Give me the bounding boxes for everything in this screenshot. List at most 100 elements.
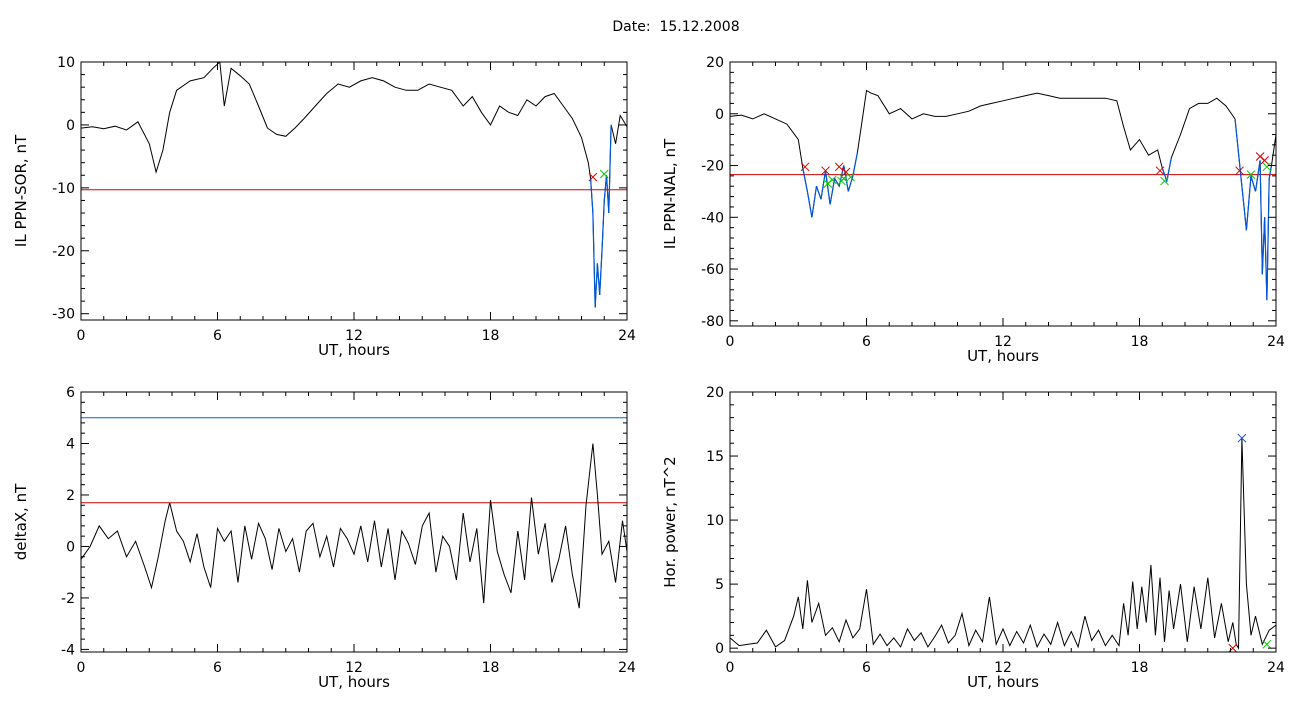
y-tick-label: 4 [66, 436, 75, 452]
start-marker-b [1255, 152, 1265, 161]
start-marker-b [834, 162, 844, 172]
y-axis-label: IL PPN-SOR, nT [12, 134, 30, 247]
x-tick-label: 0 [77, 328, 86, 344]
x-tick-label: 24 [618, 660, 636, 676]
y-tick-label: -20 [701, 159, 724, 175]
plot-frame [80, 61, 628, 321]
x-tick-label: 6 [862, 334, 871, 350]
below-threshold-segment [1261, 217, 1266, 275]
y-tick-label: 20 [706, 385, 724, 401]
below-threshold-segment [1234, 118, 1243, 187]
peak-marker-b [1237, 433, 1247, 443]
x-tick-label: 0 [726, 660, 735, 676]
start-marker-b [1155, 166, 1165, 176]
y-tick-label: -30 [52, 307, 75, 323]
start-marker [588, 172, 598, 182]
end-marker-b [828, 175, 837, 185]
below-threshold-segment [1266, 178, 1270, 301]
start-marker [821, 166, 830, 176]
below-threshold-segment [596, 263, 601, 295]
below-threshold-segment [806, 191, 813, 218]
start-marker-b [1235, 166, 1244, 176]
y-tick-label: -60 [701, 262, 724, 278]
start-marker-b [588, 172, 598, 182]
base-marker-b [1262, 639, 1272, 649]
base-marker [1228, 643, 1238, 653]
series-line [730, 438, 1276, 650]
y-tick-label: 10 [706, 513, 724, 529]
y-tick-label: 0 [715, 107, 724, 123]
below-threshold-segment [601, 200, 605, 251]
end-marker-b [846, 172, 855, 182]
end-marker-b [839, 174, 849, 183]
series-line [730, 89, 1276, 301]
x-axis-label: UT, hours [967, 673, 1039, 691]
x-tick-label: 12 [994, 334, 1012, 350]
below-threshold-segment [603, 175, 608, 201]
series-line [81, 62, 627, 308]
y-tick-label: 2 [66, 488, 75, 504]
start-marker-b [821, 166, 830, 176]
base-marker [1262, 639, 1272, 649]
x-tick-label: 12 [345, 660, 363, 676]
end-marker [1246, 170, 1256, 179]
end-marker [828, 175, 837, 185]
start-marker [1260, 155, 1269, 165]
x-tick-label: 6 [213, 660, 222, 676]
below-threshold-segment [1245, 175, 1252, 231]
below-threshold-segment [815, 186, 822, 200]
below-threshold-segment [594, 263, 599, 308]
below-threshold-segment [1166, 157, 1172, 182]
below-threshold-segment [608, 124, 612, 214]
end-marker [1262, 162, 1272, 172]
below-threshold-segment [1264, 217, 1268, 301]
chart-hor-power: 0 6 12 18 24 0 5 10 15 20 UT, hours Hor. power, nT^… [661, 385, 1285, 691]
start-marker [1155, 166, 1165, 176]
y-axis-label: IL PPN-NAL, nT [661, 138, 679, 249]
y-tick-label: -80 [701, 314, 724, 330]
y-tick-label: -4 [61, 642, 75, 658]
x-axis-label: UT, hours [318, 673, 390, 691]
end-marker [846, 172, 855, 182]
plot-frame [729, 61, 1277, 327]
y-tick-label: 0 [715, 641, 724, 657]
y-tick-label: 6 [66, 385, 75, 401]
end-marker [599, 169, 609, 179]
end-marker-b [599, 169, 609, 179]
y-tick-label: 15 [706, 449, 724, 465]
below-threshold-segment [1250, 175, 1257, 192]
below-threshold-segment [820, 170, 827, 200]
x-tick-label: 24 [1267, 660, 1285, 676]
below-threshold-segment [1241, 186, 1248, 231]
plot-frame [80, 391, 628, 653]
chart-ppn-sor: 0 6 12 18 24 -30 -20 -10 0 10 UT, hours IL PPN-SOR,… [12, 55, 636, 359]
y-axis-label: Hor. power, nT^2 [661, 456, 679, 587]
start-marker [834, 162, 844, 172]
start-marker [800, 162, 810, 172]
below-threshold-segment [852, 152, 858, 176]
peak-marker [1237, 433, 1247, 443]
end-marker [839, 174, 849, 183]
end-marker-b [1246, 170, 1256, 179]
end-marker-b [1262, 162, 1272, 172]
y-tick-label: -20 [52, 244, 75, 260]
y-tick-label: -10 [52, 181, 75, 197]
y-tick-label: -40 [701, 210, 724, 226]
start-marker [1235, 166, 1244, 176]
y-tick-label: 0 [66, 118, 75, 134]
below-threshold-segment [802, 168, 808, 192]
below-threshold-segment [824, 170, 831, 205]
below-threshold-segment [590, 178, 594, 214]
x-tick-label: 0 [726, 334, 735, 350]
y-tick-label: 0 [66, 539, 75, 555]
plot-frame [729, 391, 1277, 653]
y-tick-label: -2 [61, 591, 75, 607]
end-marker [1160, 176, 1169, 186]
x-tick-label: 18 [1131, 334, 1149, 350]
date-title: Date: 15.12.2008 [612, 19, 740, 35]
x-tick-label: 24 [618, 328, 636, 344]
y-tick-label: 5 [715, 577, 724, 593]
x-tick-label: 12 [345, 328, 363, 344]
